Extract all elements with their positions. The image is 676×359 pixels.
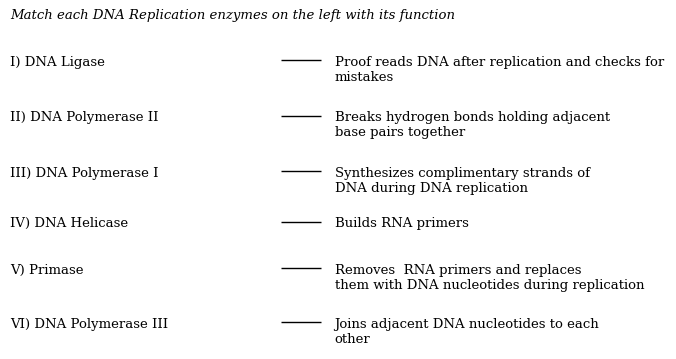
- Text: VI) DNA Polymerase III: VI) DNA Polymerase III: [10, 318, 168, 331]
- Text: Match each DNA Replication enzymes on the left with its function: Match each DNA Replication enzymes on th…: [10, 9, 455, 22]
- Text: Removes  RNA primers and replaces
them with DNA nucleotides during replication: Removes RNA primers and replaces them wi…: [335, 264, 644, 292]
- Text: I) DNA Ligase: I) DNA Ligase: [10, 56, 105, 69]
- Text: II) DNA Polymerase II: II) DNA Polymerase II: [10, 111, 159, 124]
- Text: Builds RNA primers: Builds RNA primers: [335, 217, 468, 230]
- Text: Joins adjacent DNA nucleotides to each
other: Joins adjacent DNA nucleotides to each o…: [335, 318, 600, 346]
- Text: IV) DNA Helicase: IV) DNA Helicase: [10, 217, 128, 230]
- Text: Synthesizes complimentary strands of
DNA during DNA replication: Synthesizes complimentary strands of DNA…: [335, 167, 589, 195]
- Text: V) Primase: V) Primase: [10, 264, 84, 277]
- Text: Breaks hydrogen bonds holding adjacent
base pairs together: Breaks hydrogen bonds holding adjacent b…: [335, 111, 610, 139]
- Text: III) DNA Polymerase I: III) DNA Polymerase I: [10, 167, 159, 180]
- Text: Proof reads DNA after replication and checks for
mistakes: Proof reads DNA after replication and ch…: [335, 56, 664, 84]
